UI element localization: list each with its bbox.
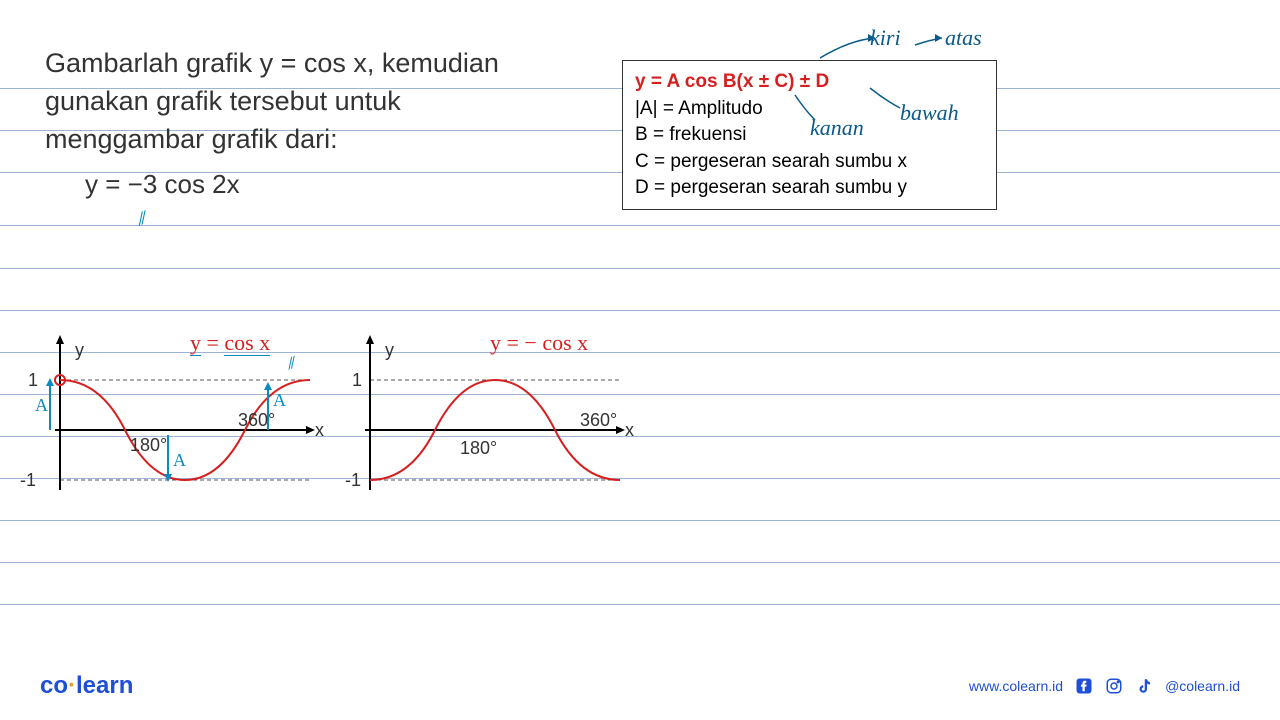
formula-line5: D = pergeseran searah sumbu y: [635, 175, 984, 202]
footer-handle: @colearn.id: [1165, 678, 1240, 694]
x-axis-label: x: [315, 420, 324, 441]
y-axis-label: y: [75, 340, 84, 361]
y-axis-label-2: y: [385, 340, 394, 361]
chart-cos-x: y x 1 -1 180° 360° A A A: [20, 330, 330, 520]
amplitude-A-3: A: [273, 390, 286, 411]
annotation-kanan: kanan: [810, 115, 864, 141]
question-block: Gambarlah grafik y = cos x, kemudian gun…: [45, 45, 585, 203]
annotation-atas: atas: [945, 25, 982, 51]
x-tick-180-2: 180°: [460, 438, 497, 459]
tick-mark: ⁄⁄: [137, 208, 150, 230]
annotation-kiri: kiri: [870, 25, 901, 51]
amplitude-A-1: A: [35, 395, 48, 416]
footer: co·learn www.colearn.id @colearn.id: [0, 672, 1280, 700]
tiktok-icon: [1135, 677, 1153, 695]
y-tick-1-2: 1: [352, 370, 362, 391]
chart2-title: y = − cos x: [490, 330, 588, 356]
footer-right: www.colearn.id @colearn.id: [969, 677, 1240, 695]
question-line1: Gambarlah grafik y = cos x, kemudian: [45, 45, 585, 83]
amplitude-A-2: A: [173, 450, 186, 471]
question-line3: menggambar grafik dari:: [45, 121, 585, 159]
question-line2: gunakan grafik tersebut untuk: [45, 83, 585, 121]
x-axis-label-2: x: [625, 420, 634, 441]
question-equation: y = −3 cos 2x: [85, 166, 585, 202]
x-tick-360-2: 360°: [580, 410, 617, 431]
x-tick-360: 360°: [238, 410, 275, 431]
y-tick-neg1-2: -1: [345, 470, 361, 491]
facebook-icon: [1075, 677, 1093, 695]
formula-line4: C = pergeseran searah sumbu x: [635, 149, 984, 176]
instagram-icon: [1105, 677, 1123, 695]
formula-line1: y = A cos B(x ± C) ± D: [635, 69, 984, 96]
y-tick-neg1: -1: [20, 470, 36, 491]
annotation-bawah: bawah: [900, 100, 959, 126]
footer-url: www.colearn.id: [969, 678, 1063, 694]
y-tick-1: 1: [28, 370, 38, 391]
x-tick-180: 180°: [130, 435, 167, 456]
logo: co·learn: [40, 672, 133, 700]
chart-neg-cos-x: y x 1 -1 180° 360°: [330, 330, 640, 520]
chart1-title: y = cos x: [190, 330, 270, 356]
